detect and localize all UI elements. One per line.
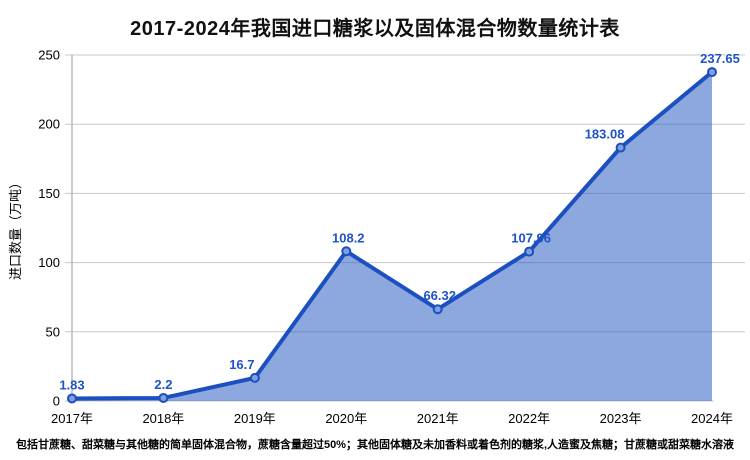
value-label-2022年: 107.96	[511, 231, 551, 246]
x-tick-label: 2019年	[234, 411, 276, 426]
data-point-2023年	[615, 142, 626, 153]
value-label-2018年: 2.2	[154, 377, 172, 392]
value-label-2023年: 183.08	[585, 127, 625, 142]
x-tick-label: 2022年	[508, 411, 550, 426]
chart-title: 2017-2024年我国进口糖浆以及固体混合物数量统计表	[130, 18, 620, 40]
value-label-2019年: 16.7	[229, 357, 254, 372]
data-point-2019年	[249, 372, 260, 383]
y-tick-label: 0	[53, 394, 60, 409]
data-point-2022年	[524, 246, 535, 257]
value-label-2024年: 237.65	[700, 51, 740, 66]
y-tick-label: 100	[38, 255, 60, 270]
data-point-2024年	[707, 67, 717, 78]
x-tick-label: 2017年	[51, 411, 93, 426]
y-tick-label: 50	[46, 324, 60, 339]
data-line	[70, 70, 714, 401]
data-point-2021年	[432, 304, 443, 315]
y-axis-title: 进口数量（万吨）	[8, 176, 23, 280]
data-point-2020年	[341, 246, 352, 257]
x-tick-label: 2020年	[325, 411, 367, 426]
value-label-2017年: 1.83	[59, 377, 84, 392]
x-tick-label: 2024年	[691, 411, 733, 426]
chart-footnote: 包括甘蔗糖、甜菜糖与其他糖的简单固体混合物，蔗糖含量超过50%；其他固体糖及未加…	[15, 439, 735, 451]
value-label-2020年: 108.2	[332, 230, 365, 245]
x-tick-label: 2018年	[142, 411, 184, 426]
x-tick-label: 2021年	[417, 411, 459, 426]
value-label-2021年: 66.32	[423, 288, 456, 303]
y-tick-label: 250	[38, 48, 60, 63]
y-tick-label: 200	[38, 117, 60, 132]
x-tick-label: 2023年	[600, 411, 642, 426]
data-point-2018年	[158, 392, 169, 403]
y-tick-label: 150	[38, 186, 60, 201]
area-fill	[72, 72, 712, 401]
data-point-2017年	[67, 393, 77, 404]
